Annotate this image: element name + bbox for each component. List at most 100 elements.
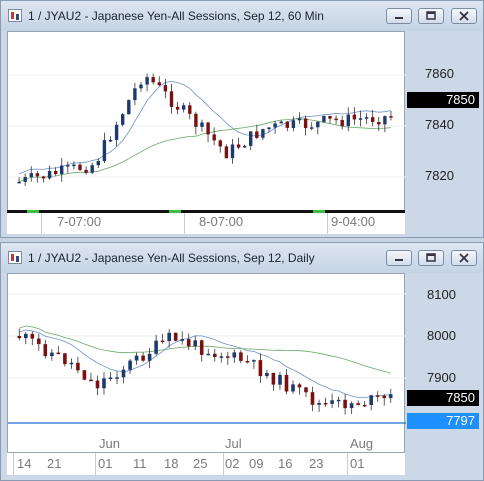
candle-body — [173, 332, 178, 341]
candle-body — [89, 379, 93, 382]
candle-body — [340, 120, 344, 126]
candle-body — [186, 339, 191, 347]
candle-body — [24, 333, 28, 339]
candle-body — [147, 353, 152, 361]
candle-body — [41, 176, 46, 179]
day-label: 11 — [133, 456, 147, 471]
candle-body — [200, 122, 204, 127]
candle-body — [297, 118, 302, 121]
candle-body — [163, 85, 168, 92]
moving-average-line — [18, 118, 392, 183]
chart-window-daily: 1 / JYAU2 - Japanese Yen-All Sessions, S… — [0, 242, 484, 481]
candle-body — [47, 171, 52, 179]
candle-body — [60, 165, 64, 175]
candle-body — [267, 127, 271, 130]
candle-body — [133, 88, 137, 101]
candle-body — [352, 114, 357, 120]
candle-body — [316, 121, 320, 128]
candle-body — [169, 91, 174, 107]
candle-body — [108, 140, 113, 142]
restore-button[interactable] — [418, 8, 444, 24]
restore-icon — [426, 11, 436, 20]
close-button[interactable] — [451, 250, 477, 266]
candle-body — [96, 161, 100, 166]
candle-body — [199, 340, 204, 355]
candle-body — [127, 100, 131, 115]
restore-button[interactable] — [418, 250, 444, 266]
candle-body — [56, 352, 61, 355]
candle-body — [134, 355, 139, 361]
horizontal-line-price-marker: 7797 — [407, 413, 479, 429]
candle-body — [182, 105, 186, 110]
day-label: 25 — [193, 456, 208, 471]
time-axis-daily: Jun Jul Aug — [7, 436, 405, 478]
candle-body — [285, 121, 289, 128]
month-label: Jun — [99, 436, 120, 451]
candle-body — [383, 116, 387, 125]
candle-body — [139, 84, 143, 89]
candle-body — [279, 121, 283, 124]
day-axis-daily: 14 21 01 11 18 25 02 09 16 23 01 — [7, 453, 405, 475]
candle-body — [72, 164, 76, 167]
candle-body — [151, 77, 155, 83]
day-label: 14 — [17, 456, 32, 471]
candle-body — [322, 116, 326, 122]
candle-body — [193, 340, 197, 347]
candle-body — [330, 400, 334, 404]
moving-average-line — [19, 329, 391, 398]
minimize-icon — [395, 259, 403, 261]
candle-body — [102, 378, 106, 389]
candle-body — [66, 165, 70, 167]
candle-body — [236, 144, 241, 148]
time-label: 9-04:00 — [331, 214, 376, 229]
candle-body — [141, 355, 145, 361]
price-chart-60min[interactable] — [7, 31, 406, 211]
candle-body — [291, 384, 295, 392]
candle-body — [291, 120, 296, 128]
month-label: Aug — [350, 436, 374, 451]
minimize-button[interactable] — [386, 250, 412, 266]
candle-body — [167, 332, 171, 341]
candle-body — [252, 360, 256, 362]
candle-body — [226, 356, 230, 358]
candle-body — [35, 173, 40, 177]
title-bar[interactable]: 1 / JYAU2 - Japanese Yen-All Sessions, S… — [1, 243, 483, 273]
price-axis-label: 7860 — [425, 66, 454, 81]
candle-body — [213, 353, 217, 357]
price-axis-label: 7900 — [427, 370, 456, 385]
price-axis-label: 8000 — [427, 328, 456, 343]
candle-body — [95, 380, 100, 389]
candle-body — [224, 146, 229, 159]
candle-body — [364, 117, 369, 119]
candle-body — [188, 105, 192, 114]
last-price-marker: 7850 — [407, 92, 479, 108]
candle-body — [273, 123, 277, 128]
candle-body — [160, 340, 165, 343]
candle-body — [180, 339, 184, 341]
candle-body — [371, 117, 375, 122]
candle-body — [145, 77, 149, 85]
candle-body — [358, 118, 363, 120]
candle-body — [255, 131, 259, 138]
candle-body — [388, 394, 393, 399]
candle-body — [377, 122, 381, 125]
candle-body — [84, 169, 88, 173]
day-label: 01 — [350, 456, 365, 471]
minimize-button[interactable] — [386, 8, 412, 24]
candle-body — [375, 395, 380, 397]
candle-body — [115, 377, 119, 379]
chart-app-icon — [8, 251, 22, 264]
day-label: 09 — [249, 456, 264, 471]
candle-body — [239, 352, 243, 361]
candle-body — [258, 360, 263, 377]
candle-body — [43, 344, 48, 357]
close-button[interactable] — [451, 8, 477, 24]
last-price-marker: 7850 — [407, 390, 479, 406]
chart-app-icon — [8, 9, 22, 22]
window-title: 1 / JYAU2 - Japanese Yen-All Sessions, S… — [28, 251, 315, 265]
candle-body — [303, 118, 308, 129]
candle-body — [175, 106, 180, 110]
price-chart-daily[interactable] — [7, 273, 406, 453]
candle-body — [206, 353, 211, 356]
title-bar[interactable]: 1 / JYAU2 - Japanese Yen-All Sessions, S… — [1, 1, 483, 31]
